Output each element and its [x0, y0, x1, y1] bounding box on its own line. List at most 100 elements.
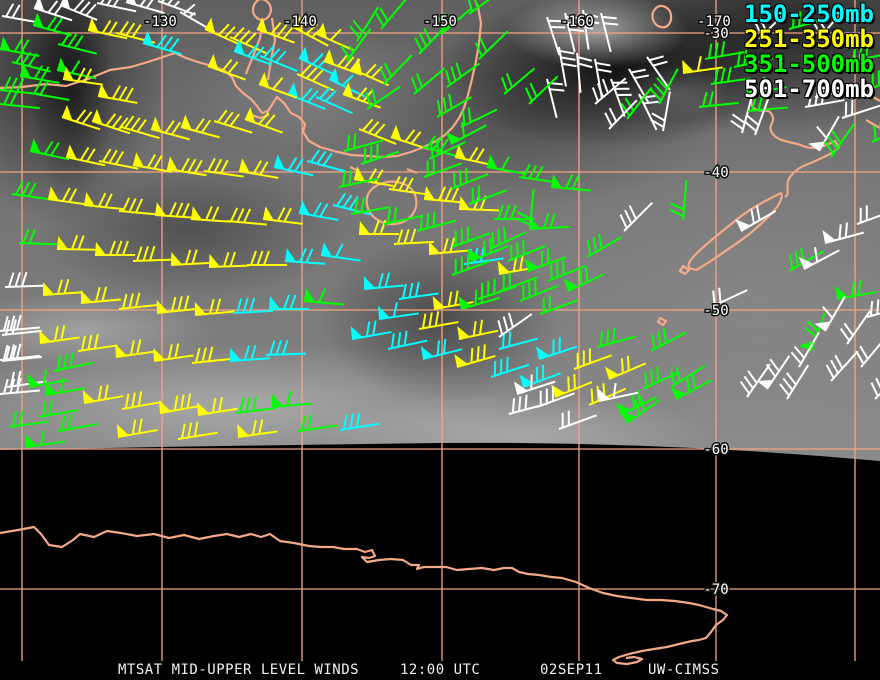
wind-barb — [744, 97, 770, 136]
coastline-australia — [0, 0, 483, 159]
wind-barb — [271, 391, 312, 408]
wind-barb — [196, 396, 238, 416]
wind-barb — [546, 16, 566, 56]
wind-barb — [53, 352, 94, 372]
wind-barb — [1, 319, 42, 336]
wind-barb — [698, 91, 739, 108]
wind-barb — [237, 419, 278, 438]
wind-barb — [226, 207, 267, 226]
wind-barb — [379, 54, 413, 85]
wind-barb — [547, 259, 586, 282]
wind-barb — [332, 193, 373, 216]
wind-barb — [350, 320, 392, 340]
wind-barb — [490, 356, 530, 378]
wind-barb — [316, 22, 354, 52]
parallel-label: -60 — [703, 442, 728, 458]
wind-barb — [500, 67, 536, 95]
wind-barb — [38, 400, 79, 418]
wind-barb — [848, 43, 880, 62]
legend-item: 150-250mb — [743, 0, 874, 28]
wind-barb — [735, 205, 777, 232]
coastline-small-island-south — [656, 316, 668, 327]
wind-barb — [303, 288, 344, 306]
wind-barb — [468, 185, 507, 205]
wind-barb — [437, 7, 473, 35]
wind-barb — [670, 374, 712, 400]
wind-barb — [550, 174, 591, 192]
wind-barb — [513, 374, 556, 395]
meridian-label: -170 — [697, 14, 731, 30]
wind-barb — [524, 248, 566, 272]
wind-barb — [207, 54, 246, 81]
wind-barb — [420, 338, 463, 360]
wind-barb — [414, 24, 448, 55]
wind-barb — [4, 271, 46, 288]
wind-barb — [582, 9, 600, 50]
wind-barb — [813, 7, 846, 40]
wind-barb — [704, 41, 745, 60]
wind-barb — [118, 292, 159, 310]
wind-barb — [528, 213, 569, 230]
wind-barb — [142, 30, 182, 55]
wind-barb — [563, 267, 605, 292]
wind-barb — [350, 197, 391, 215]
wind-barb — [57, 414, 98, 432]
wind-barb — [296, 64, 334, 92]
wind-barb — [428, 237, 469, 255]
wind-barb — [56, 234, 98, 251]
wind-barb — [387, 330, 428, 350]
wind-barb — [383, 206, 424, 225]
wind-barb — [180, 114, 220, 139]
wind-barb — [194, 298, 235, 316]
wind-barb — [47, 186, 88, 206]
wind-barb — [265, 339, 307, 356]
wind-barb — [754, 10, 788, 40]
wind-barb — [445, 122, 487, 145]
wind-barb — [596, 327, 636, 348]
wind-barb — [287, 82, 326, 110]
wind-barb — [233, 39, 272, 66]
caption-bar: MTSAT MID-UPPER LEVEL WINDS 12:00 UTC 02… — [0, 660, 880, 680]
wind-barb — [486, 154, 527, 175]
wind-barb — [11, 180, 52, 201]
legend-item: 351-500mb — [743, 50, 874, 78]
wind-barb — [19, 63, 60, 84]
meridian-label: -130 — [143, 14, 177, 30]
wind-barb — [868, 70, 880, 90]
wind-barb — [393, 228, 434, 245]
water-vapor-imagery — [0, 0, 880, 468]
wind-barb — [44, 377, 86, 396]
wind-barb — [615, 390, 658, 416]
wind-barb — [340, 28, 372, 62]
wind-barb — [158, 393, 200, 414]
coastline-small-island-north — [651, 4, 673, 29]
wind-barb — [42, 278, 83, 296]
wind-barb — [423, 158, 462, 178]
wind-barb — [203, 157, 244, 178]
wind-barb — [597, 383, 639, 402]
wind-barb — [564, 12, 585, 53]
wind-barb — [841, 99, 880, 119]
wind-barb — [756, 355, 791, 390]
wind-barb — [61, 104, 101, 131]
wind-barb — [650, 328, 687, 352]
wind-barb — [710, 287, 748, 308]
wind-barb — [730, 94, 754, 134]
wind-barb — [650, 91, 671, 132]
wind-barb — [153, 343, 194, 362]
wind-barb — [508, 394, 548, 415]
wind-barb — [116, 418, 158, 438]
wind-barb — [56, 57, 97, 80]
wind-barb — [258, 72, 297, 99]
wind-barb — [871, 122, 880, 143]
wind-barb — [839, 310, 871, 345]
wind-barb — [259, 45, 298, 72]
wind-barb — [244, 107, 283, 134]
wind-barb — [460, 107, 498, 128]
wind-level-legend: 150-250mb 251-350mb 351-500mb 501-700mb — [744, 2, 874, 102]
wind-barb — [450, 167, 489, 190]
wind-barb — [65, 144, 106, 167]
wind-barb — [458, 288, 500, 310]
wind-barb — [519, 364, 561, 388]
